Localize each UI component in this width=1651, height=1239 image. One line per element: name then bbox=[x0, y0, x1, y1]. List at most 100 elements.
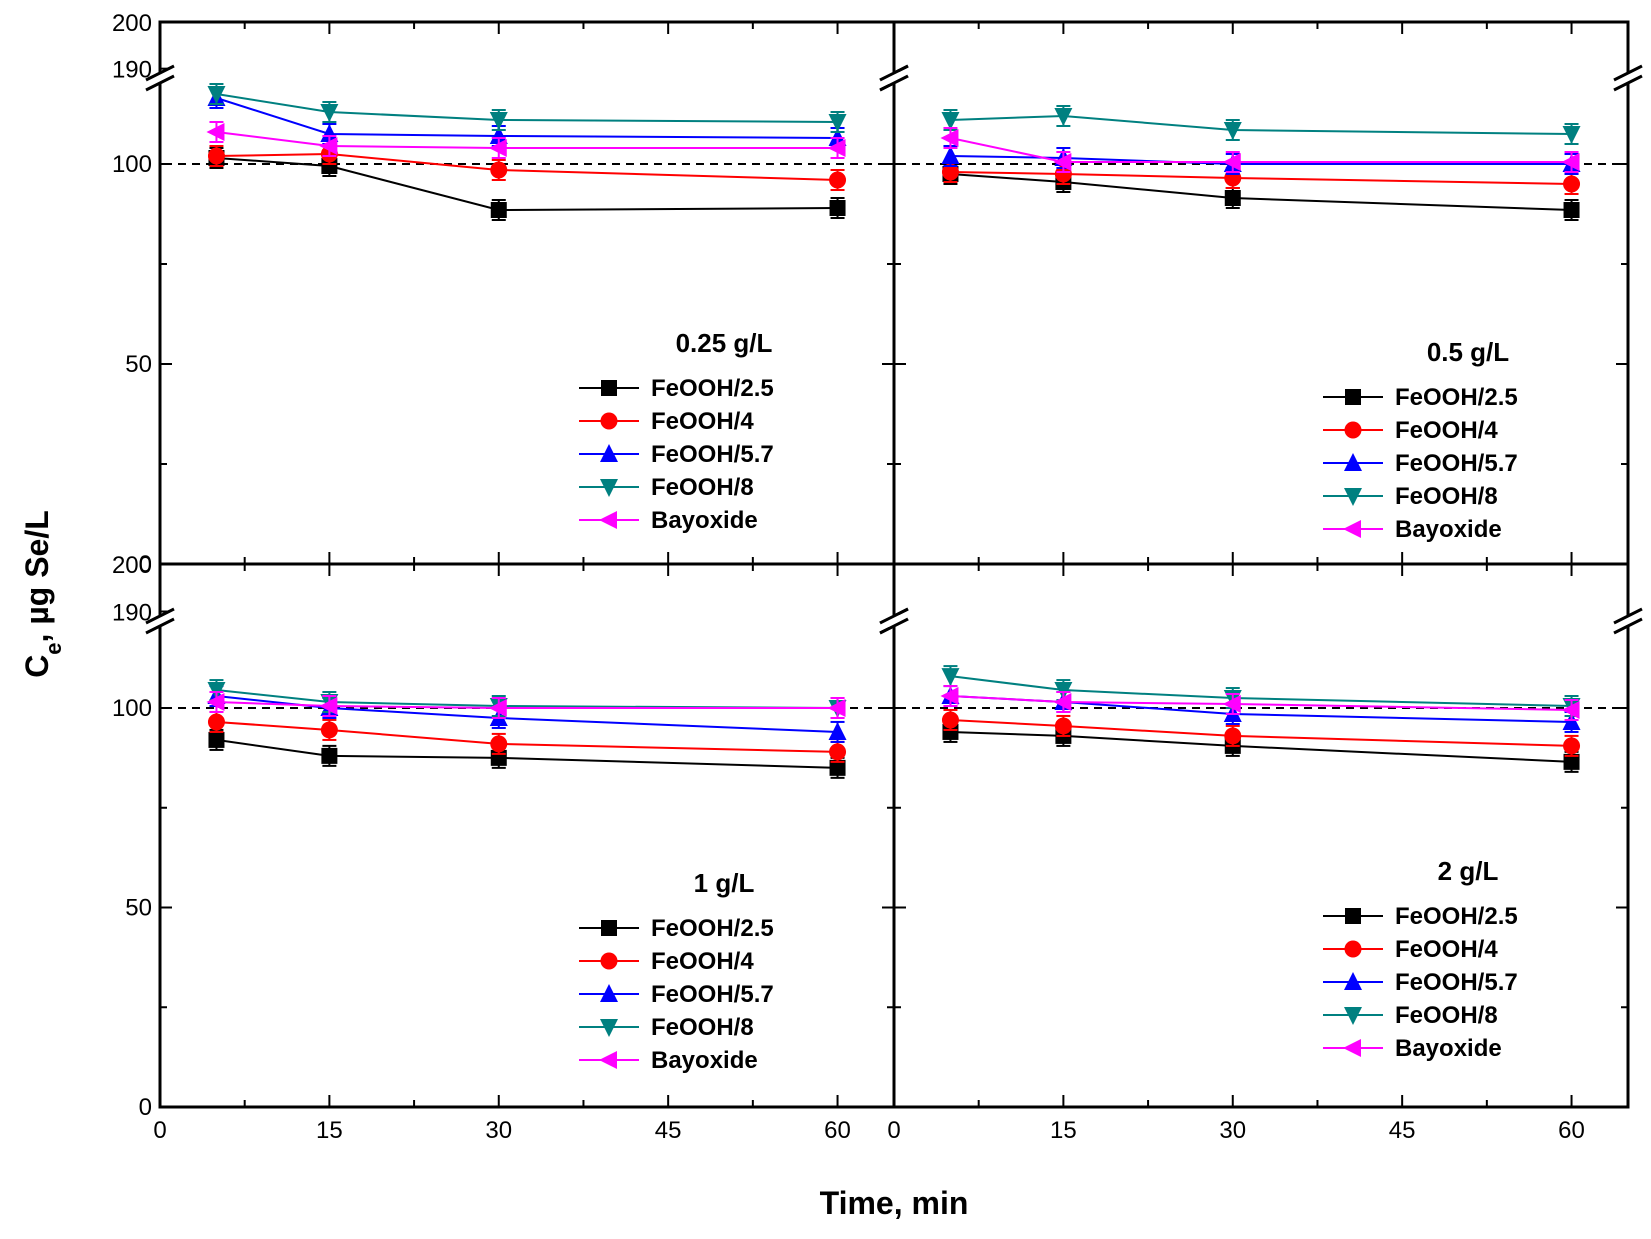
data-point bbox=[319, 697, 338, 716]
panel-2: 0.5 g/L FeOOH/2.5 FeOOH/4 FeOOH/5.7 FeOOH/8 B… bbox=[879, 22, 1643, 565]
series-FeOOH/4 bbox=[207, 143, 847, 191]
series-line bbox=[950, 137, 1572, 163]
data-point bbox=[321, 158, 338, 174]
series-line bbox=[950, 114, 1572, 135]
data-point bbox=[320, 721, 338, 739]
x-tick-label: 45 bbox=[1389, 1117, 1416, 1144]
legend-label: FeOOH/5.7 bbox=[1395, 969, 1518, 996]
data-point bbox=[1053, 153, 1072, 171]
data-point bbox=[319, 137, 338, 155]
series-FeOOH/8 bbox=[941, 105, 1581, 145]
y-axis-title-subscript: e bbox=[41, 642, 66, 654]
series-line bbox=[216, 157, 838, 212]
y-tick-label-upper: 200 bbox=[112, 10, 152, 37]
series-FeOOH/4 bbox=[941, 708, 1581, 757]
data-point bbox=[1563, 737, 1581, 755]
legend-marker bbox=[1344, 488, 1362, 506]
axis-break-mark bbox=[1613, 617, 1643, 635]
y-tick-label: 100 bbox=[112, 151, 152, 178]
data-point bbox=[828, 721, 847, 740]
data-point bbox=[942, 723, 959, 740]
panel-title: 0.5 g/L bbox=[1427, 337, 1509, 367]
data-point bbox=[829, 171, 847, 189]
data-point bbox=[829, 743, 847, 761]
legend-marker bbox=[1343, 520, 1361, 538]
axis-break-mark bbox=[1613, 74, 1643, 92]
data-point bbox=[1561, 700, 1580, 719]
panel-1: 0 50 100 190 200 0.25 g/L FeOOH/2.5 FeOOH/4 FeOO… bbox=[112, 10, 909, 578]
legend-label: Bayoxide bbox=[1395, 1035, 1502, 1062]
axis-break-mark bbox=[879, 74, 909, 92]
data-point bbox=[1563, 175, 1581, 193]
legend-marker bbox=[600, 1019, 618, 1037]
data-point bbox=[1054, 717, 1072, 735]
legend-label: Bayoxide bbox=[651, 507, 758, 534]
data-point bbox=[1053, 693, 1072, 712]
x-tick-label: 15 bbox=[1050, 1117, 1077, 1144]
data-point bbox=[828, 114, 847, 132]
legend-marker bbox=[601, 920, 617, 936]
data-point bbox=[207, 713, 225, 731]
legend-label: FeOOH/4 bbox=[651, 408, 754, 435]
series-line bbox=[216, 738, 838, 769]
axis-break-mark bbox=[1613, 64, 1643, 82]
data-point bbox=[1223, 122, 1242, 140]
panel-title: 1 g/L bbox=[694, 868, 755, 898]
legend-label: FeOOH/2.5 bbox=[1395, 384, 1518, 411]
data-point bbox=[1562, 126, 1581, 144]
legend-label: FeOOH/2.5 bbox=[651, 915, 774, 942]
panel-title: 0.25 g/L bbox=[676, 328, 773, 358]
data-point bbox=[827, 139, 846, 157]
data-point bbox=[1561, 153, 1580, 171]
legend-label: FeOOH/8 bbox=[1395, 483, 1498, 510]
series-line bbox=[950, 730, 1572, 763]
data-point bbox=[488, 139, 507, 157]
data-point bbox=[1224, 190, 1241, 206]
legend-label: FeOOH/4 bbox=[1395, 417, 1498, 444]
y-tick-label-upper: 190 bbox=[112, 57, 152, 84]
data-point bbox=[1054, 165, 1072, 183]
series-line bbox=[216, 701, 838, 709]
legend: 0.5 g/L FeOOH/2.5 FeOOH/4 FeOOH/5.7 FeOOH/8 B… bbox=[1323, 337, 1518, 543]
data-point bbox=[320, 124, 339, 142]
axis-break-mark bbox=[1613, 607, 1643, 625]
series-FeOOH/5.7 bbox=[941, 145, 1581, 175]
data-point bbox=[940, 129, 959, 147]
series-FeOOH/2.5 bbox=[208, 728, 846, 779]
legend-label: FeOOH/2.5 bbox=[1395, 903, 1518, 930]
legend-marker bbox=[1344, 453, 1362, 471]
data-point bbox=[320, 104, 339, 122]
data-point bbox=[941, 146, 960, 164]
series-line bbox=[216, 720, 838, 753]
series-FeOOH/5.7 bbox=[207, 87, 847, 149]
legend-label: FeOOH/8 bbox=[651, 1014, 754, 1041]
legend-marker bbox=[1345, 908, 1361, 924]
x-tick-label: 60 bbox=[824, 1117, 851, 1144]
data-point bbox=[941, 668, 960, 687]
panel-4: 0 15 30 45 60 2 g/L FeOOH/2.5 FeOOH/4 FeOOH/5.7 F… bbox=[879, 564, 1643, 1144]
data-point bbox=[827, 699, 846, 717]
legend-marker bbox=[1343, 1039, 1361, 1057]
legend-label: FeOOH/8 bbox=[651, 474, 754, 501]
legend: 1 g/L FeOOH/2.5 FeOOH/4 FeOOH/5.7 FeOOH/8 Bay… bbox=[579, 868, 774, 1074]
legend-marker bbox=[600, 984, 618, 1002]
x-tick-label: 45 bbox=[655, 1117, 682, 1144]
x-tick-label: 60 bbox=[1558, 1117, 1585, 1144]
data-point bbox=[206, 693, 225, 712]
legend: 0.25 g/L FeOOH/2.5 FeOOH/4 FeOOH/5.7 FeOOH/8… bbox=[579, 328, 774, 534]
legend-marker bbox=[600, 479, 618, 497]
legend-label: FeOOH/2.5 bbox=[651, 375, 774, 402]
data-point bbox=[829, 200, 846, 216]
legend-label: FeOOH/4 bbox=[1395, 936, 1498, 963]
y-tick-label: 100 bbox=[112, 695, 152, 722]
legend-marker bbox=[600, 412, 618, 430]
axis-break-mark bbox=[879, 617, 909, 635]
legend-marker bbox=[600, 444, 618, 462]
legend-label: Bayoxide bbox=[651, 1047, 758, 1074]
axis-break-mark bbox=[879, 64, 909, 82]
series-line bbox=[950, 718, 1572, 747]
data-point bbox=[1563, 202, 1580, 218]
series-line bbox=[216, 93, 838, 123]
